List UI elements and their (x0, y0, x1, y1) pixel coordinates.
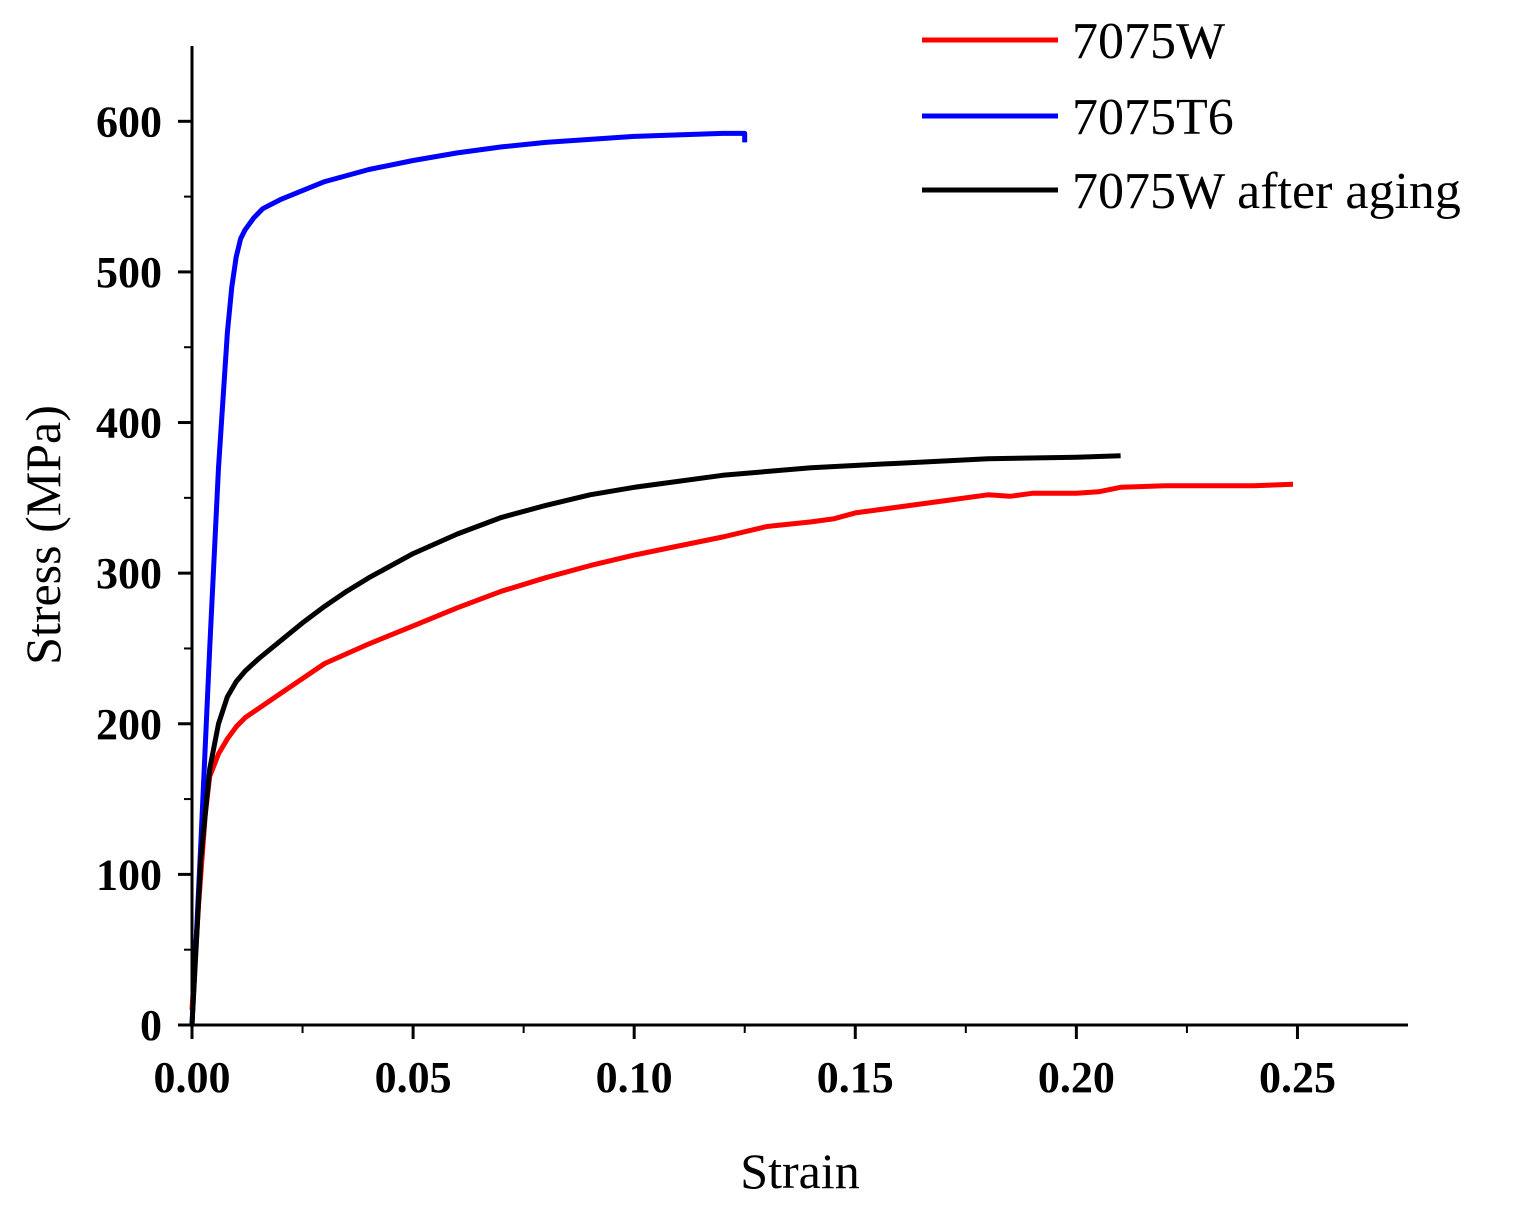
x-tick-label: 0.20 (1038, 1053, 1115, 1102)
legend-label-1: 7075T6 (1072, 89, 1234, 146)
legend-label-0: 7075W (1072, 13, 1225, 70)
x-axis-title: Strain (740, 1143, 859, 1199)
x-tick-label: 0.10 (596, 1053, 673, 1102)
series-line-2 (189, 453, 1121, 1026)
y-tick-label: 200 (96, 700, 162, 749)
x-tick-label: 0.15 (817, 1053, 894, 1102)
y-axis-title: Stress (MPa) (15, 405, 71, 665)
x-tick-label: 0.25 (1259, 1053, 1336, 1102)
axes-layer: 0.00 0.05 0.10 0.15 0.20 0.25 0 100 200 300 400 500… (96, 46, 1408, 1102)
y-tick-label: 300 (96, 549, 162, 598)
series-line-0 (189, 481, 1294, 1011)
y-tick-label: 400 (96, 399, 162, 448)
y-tick-label: 100 (96, 850, 162, 899)
legend-label-2: 7075W after aging (1072, 163, 1461, 220)
x-tick-label: 0.00 (154, 1053, 231, 1102)
series-line-1 (189, 130, 748, 1026)
y-tick-label: 0 (140, 1001, 162, 1050)
y-tick-label: 500 (96, 248, 162, 297)
y-tick-label: 600 (96, 97, 162, 146)
series-layer (189, 130, 1294, 1026)
legend: 7075W 7075T6 7075W after aging (922, 13, 1461, 220)
x-tick-label: 0.05 (375, 1053, 452, 1102)
